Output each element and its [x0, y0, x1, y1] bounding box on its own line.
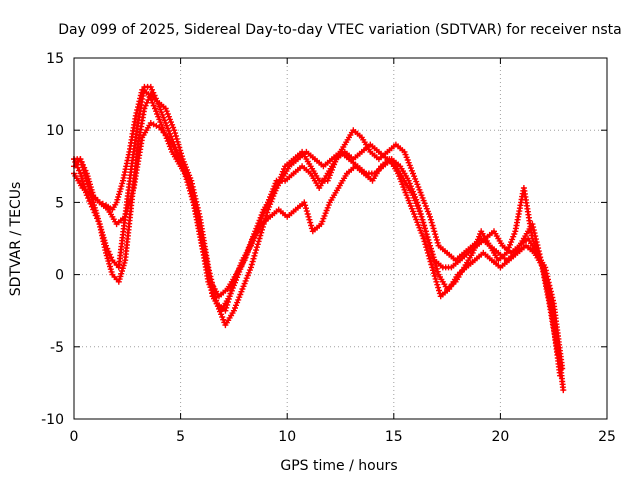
- chart-title: Day 099 of 2025, Sidereal Day-to-day VTE…: [58, 22, 621, 38]
- series-track-4: [71, 83, 567, 394]
- y-tick-label: 0: [55, 268, 64, 284]
- x-tick-label: 15: [385, 429, 403, 445]
- y-tick-label: 15: [46, 51, 64, 67]
- x-axis-label: GPS time / hours: [280, 458, 397, 474]
- y-tick-label: 10: [46, 123, 64, 139]
- x-tick-label: 10: [278, 429, 296, 445]
- x-tick-label: 20: [491, 429, 509, 445]
- y-tick-label: -10: [41, 412, 64, 428]
- plot-frame: [73, 57, 608, 420]
- y-tick-label: -5: [50, 340, 64, 356]
- x-tick-label: 25: [598, 429, 616, 445]
- y-tick-label: 5: [55, 195, 64, 211]
- data-series: [71, 83, 567, 394]
- y-axis-label: SDTVAR / TECUs: [8, 182, 24, 297]
- axis-ticks: 0 5 10 15 20 25 -10 -5 0 5 10 15: [41, 51, 616, 445]
- x-tick-label: 5: [176, 429, 185, 445]
- x-tick-label: 0: [70, 429, 79, 445]
